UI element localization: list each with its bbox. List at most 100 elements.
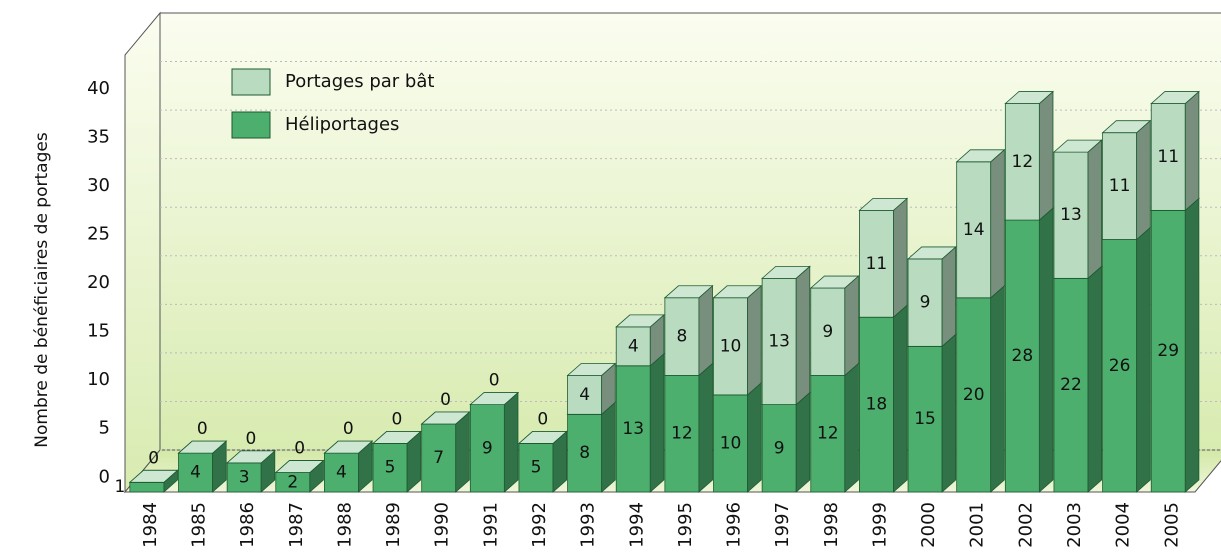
- value-label: 13: [768, 331, 790, 351]
- x-tick-label: 1985: [189, 502, 210, 548]
- bar-segment: [810, 287, 846, 376]
- bar-top: [615, 314, 665, 328]
- bar-segment: [1004, 103, 1040, 221]
- value-label: 4: [190, 463, 201, 483]
- bar-side: [844, 362, 859, 493]
- x-tick-label: 1990: [432, 502, 453, 548]
- x-tick-label: 1998: [821, 502, 842, 548]
- value-label: 0: [391, 409, 402, 429]
- bar-top: [177, 440, 228, 454]
- value-label: 7: [433, 448, 444, 468]
- value-label: 3: [239, 467, 250, 487]
- x-tick-label: 1984: [140, 502, 161, 548]
- bar-side: [1087, 139, 1103, 280]
- bar-side: [1136, 226, 1151, 493]
- bar-side: [795, 265, 811, 406]
- x-tick-label: 1989: [383, 502, 404, 548]
- bar-segment: [761, 404, 797, 493]
- x-tick-label: 1996: [724, 502, 745, 548]
- bar-side: [1184, 90, 1200, 212]
- bar-top: [1150, 91, 1200, 104]
- bar-top: [1052, 139, 1103, 153]
- y-axis-label: Nombre de bénéficiaires de portages: [32, 132, 52, 448]
- x-tick-label: 1992: [529, 502, 550, 548]
- bar-side: [795, 391, 811, 493]
- x-tick-label: 2003: [1064, 502, 1085, 548]
- x-tick-label: 1999: [869, 502, 890, 548]
- bar-segment: [1004, 219, 1040, 493]
- bar-segment: [664, 297, 700, 376]
- left-wall: [124, 11, 161, 494]
- value-label: 1: [114, 477, 125, 497]
- value-label: 11: [1157, 147, 1179, 167]
- x-tick-label: 2001: [967, 502, 988, 548]
- value-label: 0: [489, 371, 500, 391]
- value-label: 0: [440, 390, 451, 410]
- value-label: 15: [914, 409, 936, 429]
- value-label: 13: [1060, 205, 1082, 225]
- bar-segment: [810, 375, 846, 493]
- bar-segment: [1053, 277, 1089, 493]
- bar-side: [747, 382, 762, 493]
- bar-side: [990, 284, 1005, 493]
- x-tick-label: 2005: [1161, 502, 1182, 548]
- y-tick-label: 25: [87, 224, 110, 245]
- x-tick-label: 1993: [578, 502, 599, 548]
- value-label: 9: [920, 293, 931, 313]
- y-tick-label: 5: [99, 418, 110, 439]
- bar-side: [1184, 197, 1200, 493]
- bar-top: [858, 197, 909, 211]
- value-label: 20: [963, 385, 985, 405]
- bar-top: [128, 469, 179, 483]
- bar-top: [1101, 120, 1152, 134]
- bar-segment: [129, 481, 165, 493]
- bar-segment: [324, 452, 359, 493]
- value-label: 11: [866, 254, 888, 274]
- value-label: 10: [720, 336, 742, 356]
- value-label: 4: [579, 385, 590, 405]
- value-label: 11: [1109, 176, 1131, 196]
- value-label: 0: [294, 439, 305, 459]
- bar-side: [747, 284, 762, 396]
- value-label: 12: [1012, 152, 1034, 172]
- bar-top: [323, 440, 374, 454]
- bar-segment: [664, 375, 700, 493]
- bar-top: [712, 285, 763, 299]
- value-label: 9: [482, 438, 493, 458]
- bar-side: [1136, 119, 1151, 241]
- bar-segment: [859, 209, 894, 318]
- value-label: 8: [579, 443, 590, 463]
- bar-segment: [469, 404, 505, 493]
- value-label: 9: [774, 438, 785, 458]
- value-label: 9: [822, 322, 833, 342]
- x-tick-label: 1995: [675, 502, 696, 548]
- bar-top: [420, 411, 471, 425]
- bar-top: [761, 265, 811, 279]
- y-tick-label: 40: [87, 78, 110, 99]
- y-tick-label: 35: [87, 126, 110, 147]
- bar-top: [955, 149, 1006, 163]
- y-tick-label: 30: [87, 175, 110, 196]
- y-tick-label: 20: [87, 272, 110, 293]
- bar-side: [698, 362, 713, 493]
- value-label: 22: [1060, 375, 1082, 395]
- x-tick-label: 1987: [286, 502, 307, 548]
- value-label: 14: [963, 220, 985, 240]
- bar-side: [698, 284, 713, 377]
- value-label: 2: [287, 472, 298, 492]
- legend-label: Portages par bât: [285, 71, 434, 92]
- value-label: 4: [628, 336, 639, 356]
- bar-top: [906, 246, 957, 260]
- legend-label: Héliportages: [285, 114, 399, 135]
- x-tick-label: 2002: [1015, 502, 1036, 548]
- value-label: 10: [720, 433, 742, 453]
- bar-top: [274, 460, 325, 473]
- bar-top: [809, 275, 860, 289]
- value-label: 0: [343, 419, 354, 439]
- value-label: 12: [671, 424, 693, 444]
- bar-segment: [1102, 239, 1138, 493]
- bar-side: [941, 333, 957, 493]
- value-label: 5: [385, 458, 396, 478]
- bar-side: [893, 304, 908, 493]
